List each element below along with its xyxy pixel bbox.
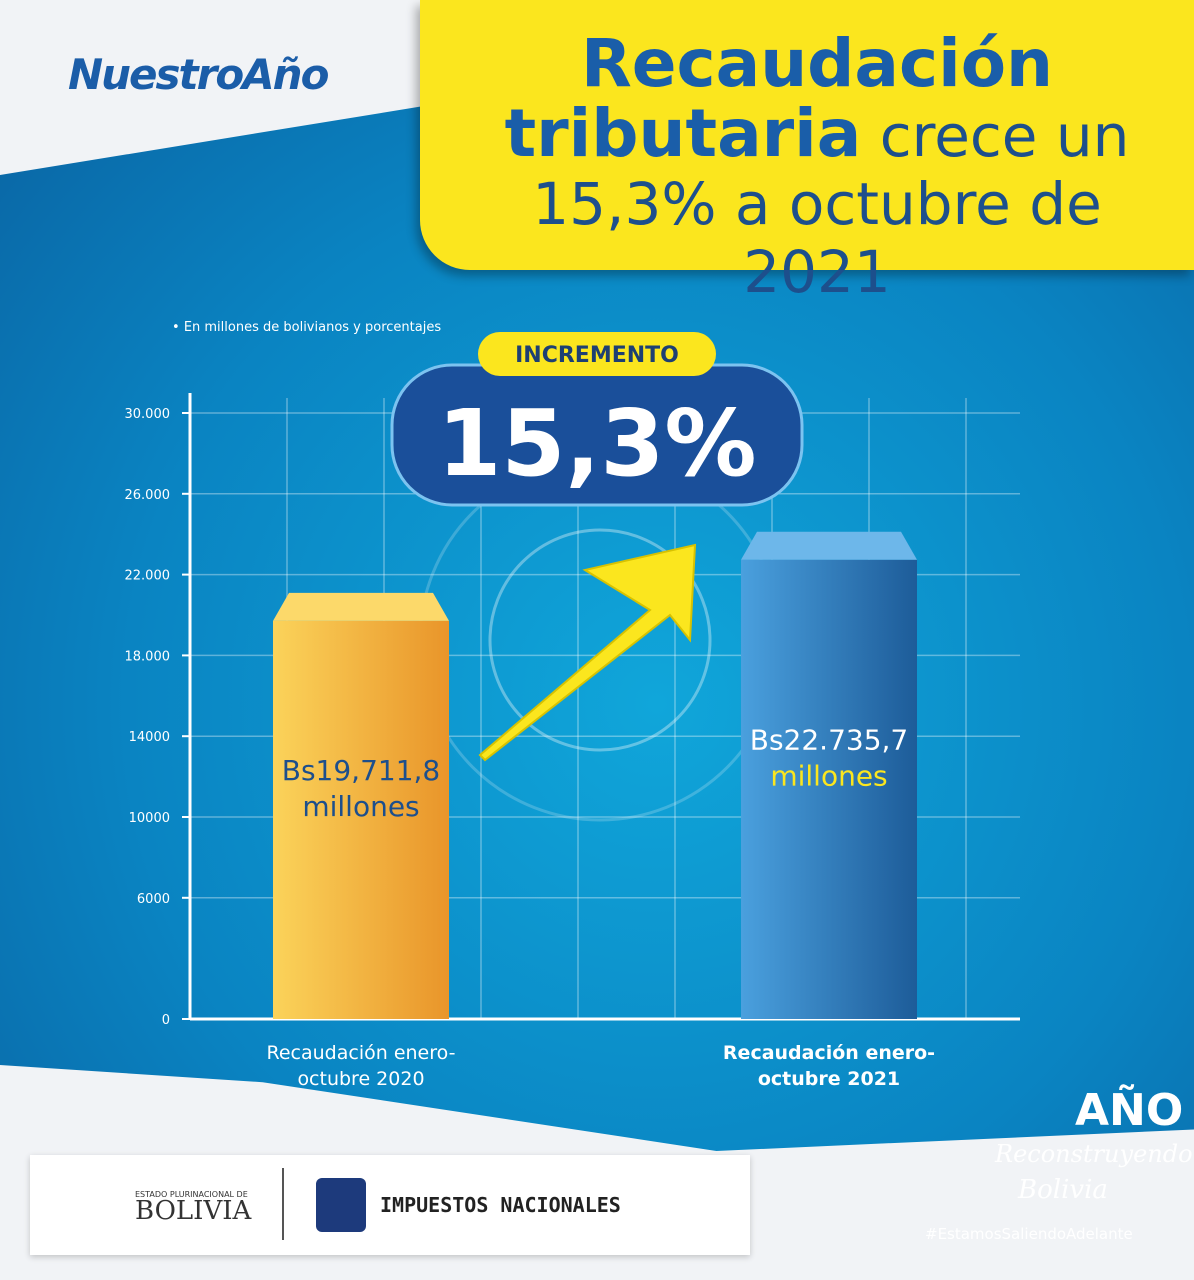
bar-top	[273, 592, 449, 621]
y-tick-label: 6000	[137, 892, 170, 907]
value-label: Bs19,711,8	[282, 754, 440, 787]
bar	[273, 620, 449, 1019]
bar	[741, 559, 917, 1019]
subtitle: • En millones de bolivianos y porcentaje…	[172, 320, 442, 335]
campaign-year: AÑO	[1075, 1085, 1184, 1136]
y-tick-label: 30.000	[125, 407, 171, 422]
x-tick-label: Recaudación enero-octubre 2020	[266, 1042, 456, 1090]
campaign-line2: Bolivia	[1018, 1175, 1108, 1205]
y-tick-label: 22.000	[125, 569, 171, 584]
divider	[282, 1168, 284, 1240]
y-tick-label: 10000	[129, 811, 170, 826]
annotation-tag	[478, 332, 716, 376]
agency-icon	[316, 1178, 366, 1232]
footer-card	[30, 1155, 750, 1255]
state-name: BOLIVIA	[135, 1196, 252, 1226]
deco-circle	[488, 528, 712, 752]
value-unit: millones	[770, 759, 887, 792]
campaign-line1: Reconstruyendo	[995, 1140, 1193, 1168]
value-label: Bs22.735,7	[750, 723, 908, 756]
x-tick-label: Recaudación enero-octubre 2021	[722, 1042, 936, 1090]
title-rest: crece un 15,3% a octubre de 2021	[532, 102, 1130, 306]
agency-name: IMPUESTOS NACIONALES	[380, 1193, 621, 1217]
bar-top	[741, 531, 917, 560]
hashtag: #EstamosSaliendoAdelante	[925, 1225, 1133, 1243]
y-tick-label: 14000	[129, 730, 170, 745]
annotation-value: 15,3%	[437, 390, 756, 497]
annotation-label: INCREMENTO	[515, 343, 679, 368]
title-highlight: Recaudación tributaria	[504, 25, 1054, 172]
title: Recaudación tributaria crece un 15,3% a …	[420, 0, 1194, 307]
state-line: ESTADO PLURINACIONAL DE	[135, 1190, 248, 1199]
y-tick-label: 18.000	[125, 649, 171, 664]
arrow	[478, 543, 697, 762]
y-tick-label: 0	[162, 1013, 170, 1028]
deco-circle	[418, 458, 782, 822]
y-tick-label: 26.000	[125, 488, 171, 503]
value-unit: millones	[302, 790, 419, 823]
brand-logo: NuestroAño	[68, 50, 329, 99]
subtitle-text: En millones de bolivianos y porcentajes	[183, 320, 442, 335]
title-box: Recaudación tributaria crece un 15,3% a …	[420, 0, 1194, 306]
